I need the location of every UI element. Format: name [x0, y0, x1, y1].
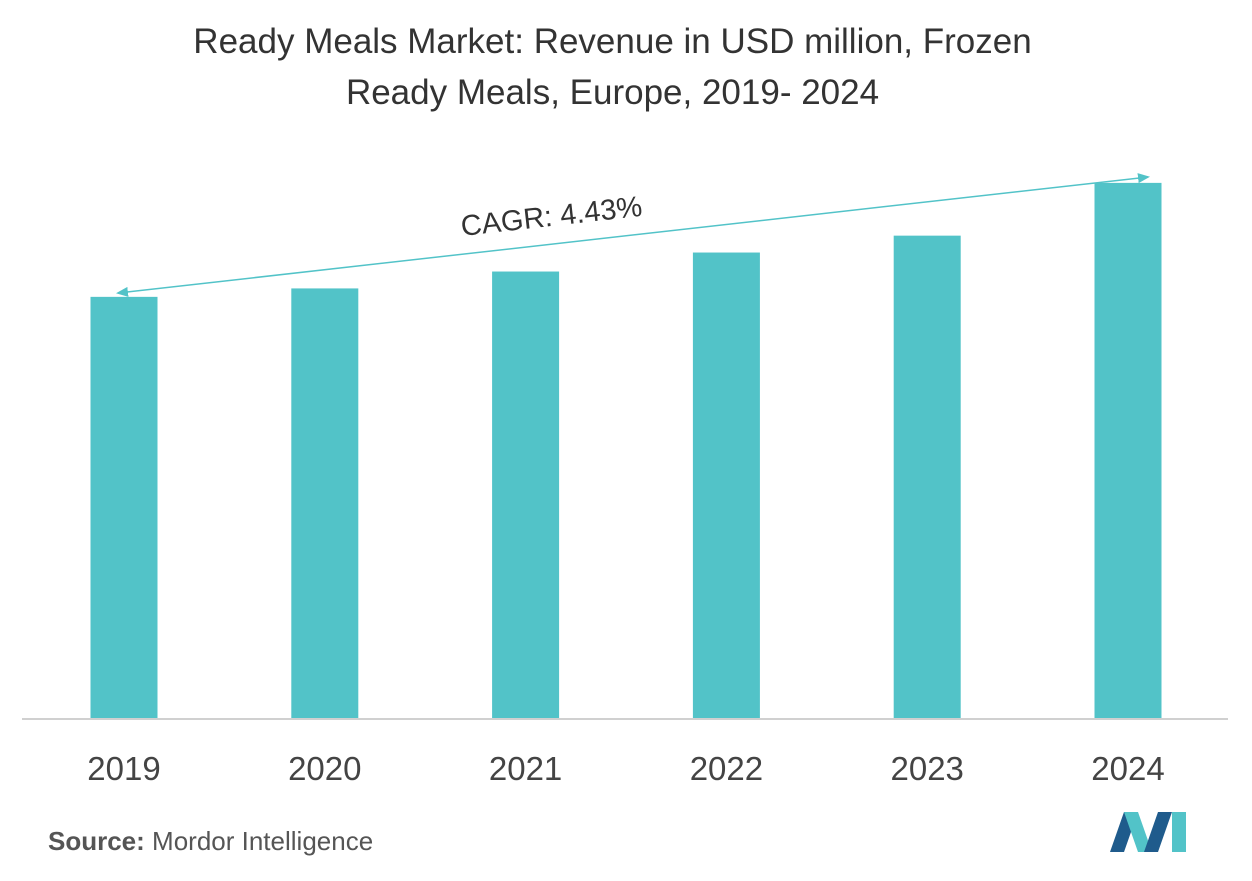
cagr-annotation: CAGR: 4.43% — [459, 191, 644, 243]
cagr-arrow — [116, 173, 1150, 297]
x-tick-label-2024: 2024 — [1091, 750, 1164, 787]
bar-2020 — [291, 288, 359, 719]
x-tick-label-2022: 2022 — [690, 750, 763, 787]
bar-2023 — [893, 235, 961, 719]
bar-2024 — [1094, 182, 1162, 720]
mordor-intelligence-logo — [1110, 812, 1186, 852]
bar-series — [90, 182, 1162, 720]
chart-title-line-2: Ready Meals, Europe, 2019- 2024 — [345, 73, 880, 112]
x-tick-label-2019: 2019 — [87, 750, 160, 787]
x-tick-label-2020: 2020 — [288, 750, 361, 787]
bar-2022 — [692, 252, 760, 719]
bar-2019 — [90, 296, 158, 719]
source-value: Mordor Intelligence — [152, 826, 374, 856]
bar-2021 — [492, 271, 560, 719]
chart-title: Ready Meals Market: Revenue in USD milli… — [0, 16, 1225, 118]
x-axis-ticks: 2019 2020 2021 2022 2023 2024 — [87, 750, 1164, 787]
chart-title-line-1: Ready Meals Market: Revenue in USD milli… — [193, 22, 1032, 61]
x-tick-label-2021: 2021 — [489, 750, 562, 787]
source-label: Source: — [48, 826, 145, 856]
source-note: Source: Mordor Intelligence — [48, 826, 373, 857]
x-tick-label-2023: 2023 — [890, 750, 963, 787]
